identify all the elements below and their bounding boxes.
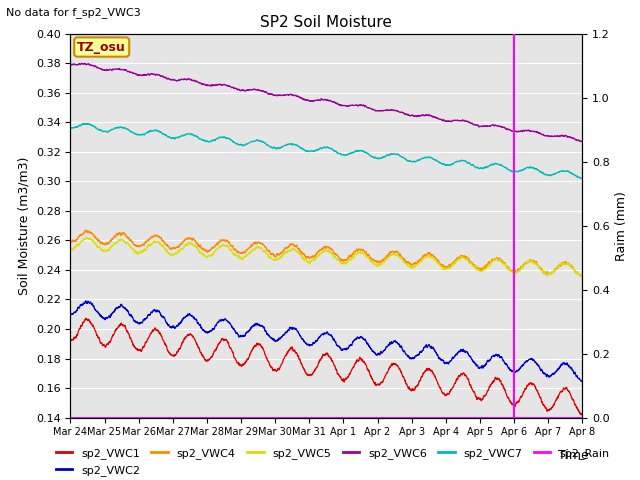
Line: sp2_VWC6: sp2_VWC6	[70, 63, 582, 142]
sp2_VWC2	[156, 309, 163, 314]
sp2_VWC6	[67, 61, 74, 67]
sp2_VWC2	[263, 331, 271, 336]
sp2_VWC7	[579, 176, 586, 181]
Line: sp2_VWC4: sp2_VWC4	[70, 230, 582, 277]
sp2_VWC6	[579, 139, 586, 144]
sp2_VWC6	[513, 129, 521, 134]
sp2_VWC7	[79, 120, 87, 126]
sp2_VWC2	[285, 327, 293, 333]
sp2_VWC4	[569, 265, 577, 271]
sp2_VWC5	[67, 245, 74, 251]
sp2_VWC4	[67, 238, 74, 244]
Line: sp2_VWC1: sp2_VWC1	[70, 318, 582, 415]
Y-axis label: Soil Moisture (m3/m3): Soil Moisture (m3/m3)	[17, 156, 30, 295]
sp2_VWC1	[125, 332, 132, 337]
sp2_VWC2	[513, 368, 521, 374]
sp2_VWC1	[156, 331, 163, 336]
sp2_VWC2	[81, 298, 89, 304]
sp2_VWC4	[579, 274, 586, 280]
sp2_VWC6	[569, 135, 577, 141]
Line: sp2_VWC2: sp2_VWC2	[70, 301, 582, 381]
sp2_VWC5	[263, 252, 271, 257]
sp2_VWC5	[579, 274, 586, 280]
sp2_VWC5	[569, 264, 577, 270]
Text: TZ_osu: TZ_osu	[77, 40, 126, 54]
sp2_VWC1	[569, 397, 577, 403]
Line: sp2_VWC7: sp2_VWC7	[70, 123, 582, 179]
sp2_VWC1	[513, 400, 521, 406]
sp2_VWC4	[156, 234, 163, 240]
sp2_VWC1	[83, 315, 90, 321]
sp2_VWC7	[67, 125, 74, 131]
sp2_VWC5	[513, 270, 521, 276]
sp2_VWC5	[156, 241, 163, 247]
sp2_VWC2	[67, 311, 74, 317]
sp2_VWC7	[569, 171, 577, 177]
sp2_VWC1	[285, 347, 293, 353]
sp2_VWC2	[569, 368, 577, 373]
sp2_VWC1	[263, 356, 271, 361]
sp2_VWC6	[263, 90, 271, 96]
sp2_VWC6	[78, 60, 86, 66]
sp2_VWC1	[577, 412, 585, 418]
sp2_VWC7	[125, 128, 132, 133]
sp2_VWC5	[285, 248, 293, 254]
sp2_VWC6	[285, 92, 293, 98]
sp2_VWC4	[513, 267, 521, 273]
Y-axis label: Raim (mm): Raim (mm)	[616, 191, 628, 261]
sp2_VWC4	[125, 235, 132, 240]
sp2_VWC7	[263, 142, 271, 148]
sp2_VWC1	[579, 410, 586, 416]
sp2_VWC6	[156, 72, 163, 78]
sp2_VWC5	[84, 235, 92, 240]
sp2_VWC1	[67, 338, 74, 344]
sp2_VWC4	[81, 227, 89, 233]
sp2_VWC2	[579, 378, 586, 384]
sp2_VWC2	[125, 311, 132, 317]
sp2_VWC6	[579, 139, 586, 144]
sp2_VWC4	[263, 248, 271, 253]
Line: sp2_VWC5: sp2_VWC5	[70, 238, 582, 277]
sp2_VWC4	[285, 243, 293, 249]
Legend: sp2_VWC1, sp2_VWC2, sp2_VWC4, sp2_VWC5, sp2_VWC6, sp2_VWC7, sp2_Rain: sp2_VWC1, sp2_VWC2, sp2_VWC4, sp2_VWC5, …	[51, 444, 614, 480]
Text: Time: Time	[558, 449, 589, 462]
sp2_VWC7	[513, 169, 521, 175]
sp2_VWC6	[125, 69, 132, 74]
Title: SP2 Soil Moisture: SP2 Soil Moisture	[260, 15, 392, 30]
sp2_VWC7	[156, 129, 163, 134]
sp2_VWC7	[285, 141, 293, 147]
sp2_VWC5	[125, 242, 132, 248]
sp2_VWC2	[577, 378, 585, 384]
sp2_VWC5	[579, 274, 586, 280]
Text: No data for f_sp2_VWC3: No data for f_sp2_VWC3	[6, 7, 141, 18]
